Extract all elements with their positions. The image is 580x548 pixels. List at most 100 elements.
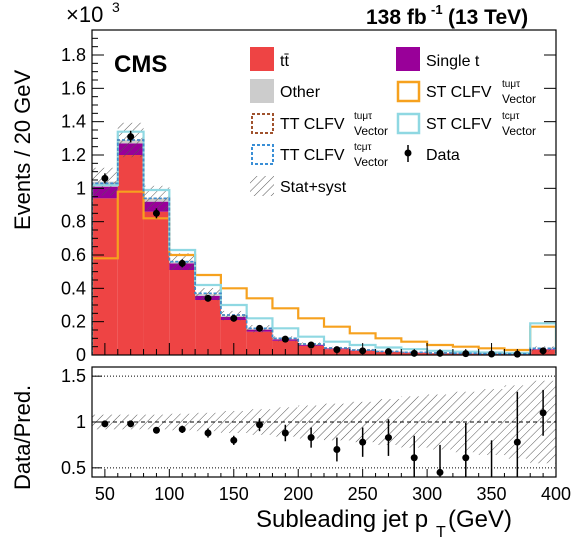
- legend-st-tu-label: ST CLFV: [426, 84, 492, 101]
- legend-st-tu-sup: tuμτ: [502, 79, 520, 90]
- legend-tt-tc: TT CLFV tcμτ Vector: [251, 142, 388, 169]
- ratio-point: [230, 436, 238, 444]
- ratio-point: [307, 434, 315, 442]
- legend-st-tu-sub: Vector: [502, 92, 536, 106]
- legend-other-label: Other: [280, 84, 321, 101]
- legend-tt-tc-sup: tcμτ: [354, 142, 372, 153]
- x-tick-label: 150: [219, 484, 249, 504]
- ratio-y-axis: 0.5 1 1.5: [61, 366, 102, 478]
- y-tick-label: 0.4: [61, 278, 86, 298]
- y-tick-label: 1.2: [61, 145, 86, 165]
- legend-tt-tu-sup: tuμτ: [354, 111, 372, 122]
- x-tick-label: 250: [348, 484, 378, 504]
- lumi-value: 138 fb: [366, 6, 427, 29]
- ratio-point: [410, 454, 418, 462]
- y-multiplier-exp: 3: [112, 0, 120, 15]
- legend-stat-syst-label: Stat+syst: [280, 179, 347, 196]
- legend-single-t-label: Single t: [426, 53, 480, 70]
- y-tick-label: 0: [76, 345, 86, 365]
- ratio-y-tick-label: 0.5: [61, 458, 86, 478]
- data-point: [307, 341, 315, 349]
- y-tick-label: 1: [76, 178, 86, 198]
- main-x-ticks: [91, 343, 557, 355]
- ratio-point: [101, 420, 109, 428]
- ratio-y-tick-label: 1: [76, 412, 86, 432]
- data-point: [152, 209, 160, 217]
- ratio-point: [152, 426, 160, 434]
- x-tick-label: 350: [477, 484, 507, 504]
- ratio-y-tick-label: 1.5: [61, 366, 86, 386]
- legend-tt-tc-sub: Vector: [354, 155, 388, 169]
- legend-stat-syst-swatch: [250, 176, 274, 196]
- legend-st-tu-swatch: [396, 80, 421, 103]
- ratio-point: [281, 429, 289, 437]
- ratio-point: [384, 434, 392, 442]
- y-tick-label: 0.2: [61, 312, 86, 332]
- legend-ttbar: tt̄: [250, 47, 289, 71]
- data-point: [256, 324, 264, 332]
- legend-single-t-swatch: [396, 47, 420, 71]
- ratio-point: [359, 438, 367, 446]
- legend-tt-tu-swatch: [251, 113, 274, 134]
- legend: tt̄ Single t Other ST CLFV tuμτ Vector T…: [250, 47, 536, 196]
- legend-data-marker: [404, 149, 412, 157]
- x-axis-title-main: Subleading jet p: [256, 506, 428, 533]
- ratio-reference-lines: [92, 375, 556, 469]
- data-point: [178, 259, 186, 267]
- legend-ttbar-label: tt̄: [280, 53, 289, 70]
- data-point: [101, 174, 109, 182]
- ratio-point: [204, 429, 212, 437]
- legend-data-label: Data: [426, 147, 460, 164]
- legend-st-tc-label: ST CLFV: [426, 116, 492, 133]
- ratio-x-axis: 50 100 150 200 250 300 350 400: [91, 469, 571, 504]
- x-axis-title-unit: (GeV): [448, 506, 512, 533]
- ratio-point: [513, 438, 521, 446]
- legend-ttbar-swatch: [250, 47, 274, 71]
- legend-st-tc: ST CLFV tcμτ Vector: [396, 111, 536, 138]
- y-tick-label: 0.6: [61, 245, 86, 265]
- legend-st-tc-sup: tcμτ: [502, 111, 520, 122]
- legend-other-swatch: [250, 79, 274, 103]
- ratio-panel: 0.5 1 1.5 50 100 150 200 250 300 350 400 Data/Pre…: [10, 366, 571, 541]
- stack-bar-ttbar: [117, 155, 144, 355]
- ratio-point: [256, 421, 264, 429]
- ratio-point: [178, 425, 186, 433]
- stack-bar-ttbar: [195, 300, 221, 355]
- lumi-label: 138 fb -1 (13 TeV): [366, 2, 528, 29]
- cms-label: CMS: [114, 51, 167, 78]
- ratio-point: [333, 446, 341, 453]
- legend-st-tu: ST CLFV tuμτ Vector: [396, 79, 536, 106]
- ratio-point: [539, 409, 547, 417]
- ratio-y-axis-title: Data/Pred.: [10, 385, 35, 490]
- y-tick-label: 1.4: [61, 112, 86, 132]
- ratio-uncertainty-box: [169, 413, 196, 431]
- stack-bar-ttbar: [143, 211, 170, 355]
- legend-st-tc-sub: Vector: [502, 124, 536, 138]
- legend-tt-tc-swatch: [251, 144, 274, 165]
- data-point: [281, 335, 289, 343]
- x-tick-label: 200: [283, 484, 313, 504]
- legend-stat-syst: Stat+syst: [250, 176, 347, 196]
- ratio-point: [462, 454, 470, 462]
- data-point: [127, 133, 135, 141]
- legend-other: Other: [250, 79, 321, 103]
- x-tick-label: 50: [95, 484, 115, 504]
- x-axis-title: Subleading jet p T (GeV): [256, 506, 512, 541]
- x-tick-label: 400: [541, 484, 571, 504]
- stack-bar-ttbar: [169, 270, 196, 355]
- legend-st-tc-swatch: [396, 112, 421, 135]
- data-point: [230, 314, 238, 322]
- y-tick-label: 1.6: [61, 78, 86, 98]
- stack-bar-ttbar: [92, 198, 118, 355]
- legend-single-t: Single t: [396, 47, 480, 71]
- y-multiplier: ×10 3: [66, 0, 120, 27]
- main-panel: 0 0.2 0.4 0.6 0.8 1 1.2 1.4 1.6 1.8 CMS Events / …: [10, 29, 557, 365]
- data-point: [204, 294, 212, 302]
- x-tick-label: 300: [412, 484, 442, 504]
- lumi-energy: (13 TeV): [448, 6, 528, 29]
- ratio-point: [436, 468, 444, 476]
- stack-bar-ttbar: [272, 340, 299, 355]
- legend-tt-tc-label: TT CLFV: [280, 147, 345, 164]
- uncertainty-box: [195, 288, 221, 301]
